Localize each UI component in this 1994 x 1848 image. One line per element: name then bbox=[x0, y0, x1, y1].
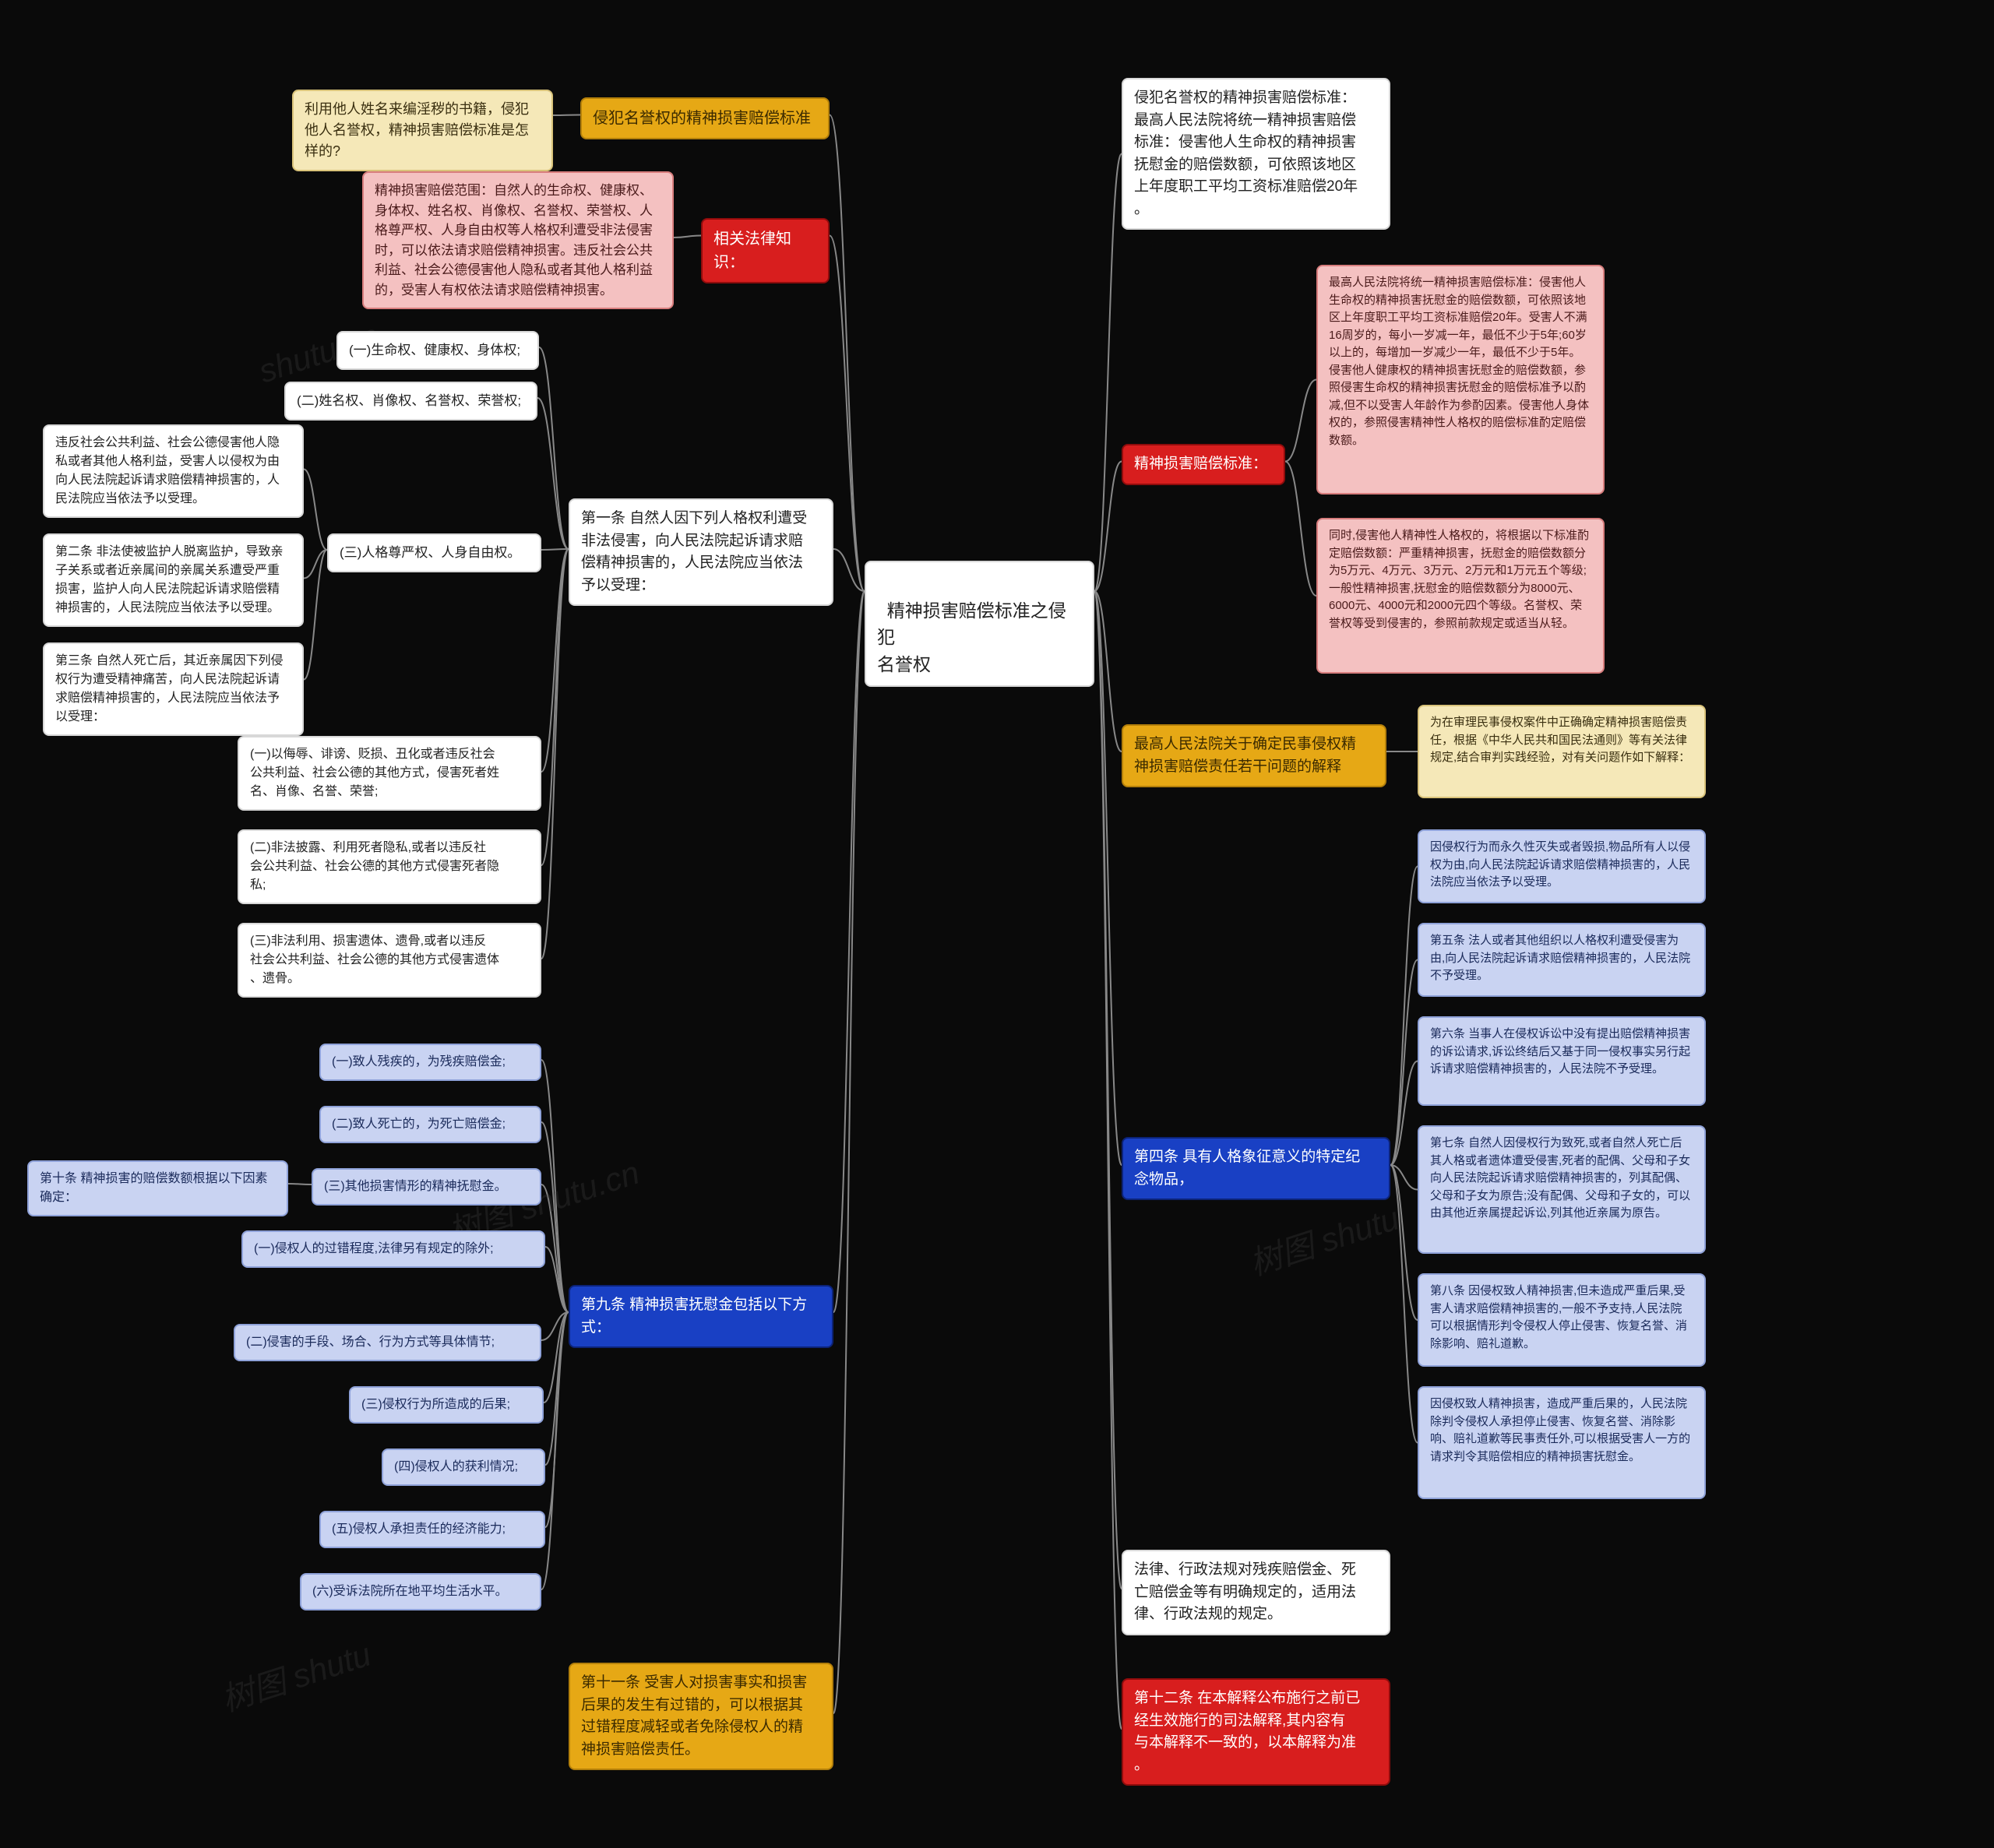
leaf-node: 第七条 自然人因侵权行为致死,或者自然人死亡后其人格或者遗体遭受侵害,死者的配偶… bbox=[1418, 1125, 1706, 1254]
branch-node: 第十二条 在本解释公布施行之前已 经生效施行的司法解释,其内容有 与本解释不一致… bbox=[1122, 1678, 1390, 1786]
leaf-node: 最高人民法院将统一精神损害赔偿标准：侵害他人生命权的精神损害抚慰金的赔偿数额，可… bbox=[1316, 265, 1605, 495]
leaf-node: 为在审理民事侵权案件中正确确定精神损害赔偿责任，根据《中华人民共和国民法通则》等… bbox=[1418, 705, 1706, 798]
leaf-node: (三)非法利用、损害遗体、遗骨,或者以违反 社会公共利益、社会公德的其他方式侵害… bbox=[238, 923, 541, 998]
branch-node: 侵犯名誉权的精神损害赔偿标准 bbox=[580, 97, 830, 139]
leaf-node: 同时,侵害他人精神性人格权的，将根据以下标准酌定赔偿数额：严重精神损害，抚慰金的… bbox=[1316, 518, 1605, 674]
leaf-node: (三)人格尊严权、人身自由权。 bbox=[327, 533, 541, 572]
branch-node: 最高人民法院关于确定民事侵权精 神损害赔偿责任若干问题的解释 bbox=[1122, 724, 1386, 787]
leaf-node: (五)侵权人承担责任的经济能力; bbox=[319, 1511, 545, 1548]
branch-node: 相关法律知识： bbox=[701, 218, 830, 283]
leaf-node: 精神损害赔偿范围：自然人的生命权、健康权、身体权、姓名权、肖像权、名誉权、荣誉权… bbox=[362, 171, 674, 309]
leaf-node: 第五条 法人或者其他组织以人格权利遭受侵害为由,向人民法院起诉请求赔偿精神损害的… bbox=[1418, 923, 1706, 997]
leaf-node: (一)致人残疾的，为残疾赔偿金; bbox=[319, 1044, 541, 1081]
leaf-node: 第十条 精神损害的赔偿数额根据以下因素确定： bbox=[27, 1160, 288, 1216]
leaf-node: (四)侵权人的获利情况; bbox=[382, 1448, 545, 1486]
mindmap-canvas: { "canvas": { "width": 2560, "height": 2… bbox=[0, 0, 1994, 1848]
leaf-node: 利用他人姓名来编淫秽的书籍，侵犯他人名誉权，精神损害赔偿标准是怎样的? bbox=[292, 90, 553, 171]
leaf-node: (一)生命权、健康权、身体权; bbox=[336, 331, 539, 370]
leaf-node: (三)其他损害情形的精神抚慰金。 bbox=[312, 1168, 541, 1206]
leaf-node: 第六条 当事人在侵权诉讼中没有提出赔偿精神损害的诉讼请求,诉讼终结后又基于同一侵… bbox=[1418, 1016, 1706, 1106]
leaf-node: (三)侵权行为所造成的后果; bbox=[349, 1386, 544, 1424]
leaf-node: (二)侵害的手段、场合、行为方式等具体情节; bbox=[234, 1324, 541, 1361]
branch-node: 第一条 自然人因下列人格权利遭受 非法侵害，向人民法院起诉请求赔 偿精神损害的，… bbox=[569, 498, 833, 606]
branch-node: 第九条 精神损害抚慰金包括以下方 式： bbox=[569, 1285, 833, 1348]
watermark: 树图 shutu bbox=[214, 1628, 376, 1721]
leaf-node: (一)以侮辱、诽谤、贬损、丑化或者违反社会 公共利益、社会公德的其他方式，侵害死… bbox=[238, 736, 541, 811]
leaf-node: 第三条 自然人死亡后，其近亲属因下列侵权行为遭受精神痛苦，向人民法院起诉请求赔偿… bbox=[43, 642, 304, 736]
watermark: 树图 shutu bbox=[1242, 1192, 1404, 1285]
leaf-node: (一)侵权人的过错程度,法律另有规定的除外; bbox=[241, 1230, 545, 1268]
branch-node: 第十一条 受害人对损害事实和损害 后果的发生有过错的，可以根据其 过错程度减轻或… bbox=[569, 1663, 833, 1770]
leaf-node: (二)致人死亡的，为死亡赔偿金; bbox=[319, 1106, 541, 1143]
leaf-node: 因侵权致人精神损害，造成严重后果的，人民法院除判令侵权人承担停止侵害、恢复名誉、… bbox=[1418, 1386, 1706, 1499]
leaf-node: 违反社会公共利益、社会公德侵害他人隐私或者其他人格利益，受害人以侵权为由向人民法… bbox=[43, 424, 304, 518]
leaf-node: (二)姓名权、肖像权、名誉权、荣誉权; bbox=[284, 382, 537, 421]
leaf-node: (二)非法披露、利用死者隐私,或者以违反社 会公共利益、社会公德的其他方式侵害死… bbox=[238, 829, 541, 904]
branch-node: 法律、行政法规对残疾赔偿金、死 亡赔偿金等有明确规定的，适用法 律、行政法规的规… bbox=[1122, 1550, 1390, 1635]
branch-node: 第四条 具有人格象征意义的特定纪 念物品， bbox=[1122, 1137, 1390, 1200]
branch-node: 精神损害赔偿标准： bbox=[1122, 444, 1285, 485]
leaf-node: 第八条 因侵权致人精神损害,但未造成严重后果,受害人请求赔偿精神损害的,一般不予… bbox=[1418, 1273, 1706, 1367]
leaf-node: 因侵权行为而永久性灭失或者毁损,物品所有人以侵权为由,向人民法院起诉请求赔偿精神… bbox=[1418, 829, 1706, 903]
leaf-node: 第二条 非法使被监护人脱离监护，导致亲子关系或者近亲属间的亲属关系遭受严重损害，… bbox=[43, 533, 304, 627]
root-label: 精神损害赔偿标准之侵犯 名誉权 bbox=[877, 600, 1066, 674]
mindmap-root: 精神损害赔偿标准之侵犯 名誉权 bbox=[865, 561, 1094, 687]
leaf-node: (六)受诉法院所在地平均生活水平。 bbox=[300, 1573, 541, 1610]
branch-node: 侵犯名誉权的精神损害赔偿标准： 最高人民法院将统一精神损害赔偿 标准：侵害他人生… bbox=[1122, 78, 1390, 230]
